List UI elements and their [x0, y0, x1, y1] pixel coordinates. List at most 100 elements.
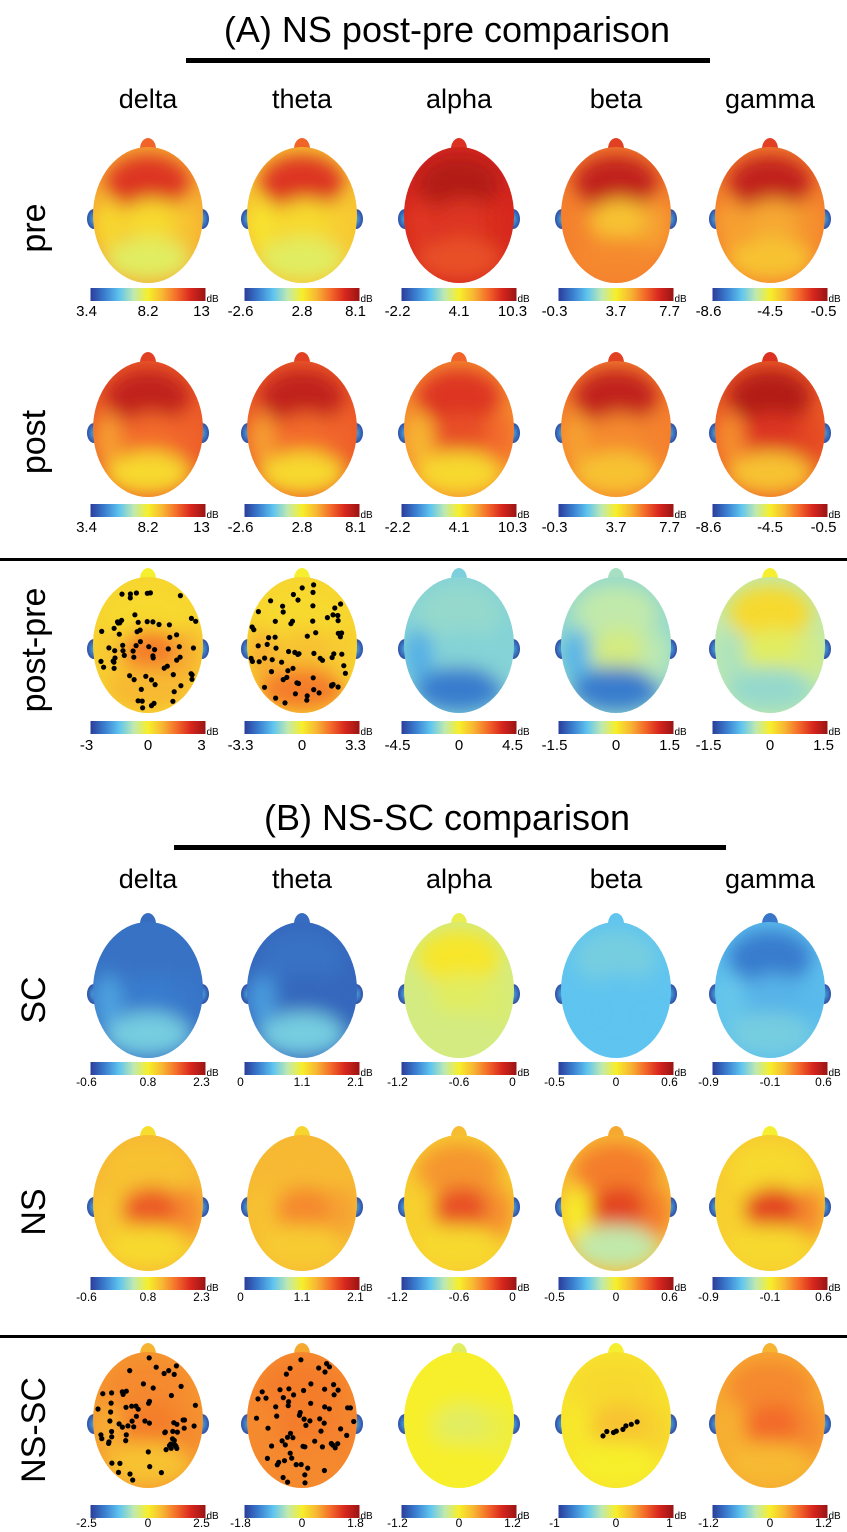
colorbar: dB -1.5 0 1.5 [696, 721, 841, 754]
colorbar-unit: dB [675, 1283, 688, 1294]
topomap-sc-gamma [709, 913, 831, 1058]
electrode-dot [173, 1443, 179, 1449]
right-temporal-region [485, 629, 513, 681]
central-region [590, 413, 650, 457]
colorbar-unit: dB [829, 294, 842, 305]
colorbar-max-tick: 1.2 [504, 1516, 521, 1530]
scalp-field [404, 922, 514, 1058]
colorbar-unit: dB [518, 294, 531, 305]
electrode-dot [628, 1421, 634, 1427]
electrode-dot [286, 1386, 292, 1392]
scalp-blobs [716, 369, 824, 495]
electrode-dot [331, 1392, 337, 1398]
right-temporal-region [485, 1404, 513, 1456]
posterior-region [572, 667, 660, 711]
frontal-region [728, 1143, 812, 1199]
colorbar-gradient [244, 288, 360, 301]
frontal-region [106, 155, 190, 211]
colorbar-min-tick: -3.3 [228, 737, 254, 754]
frontal-region [106, 930, 190, 986]
colorbar: dB -0.6 0.8 2.3 [76, 1062, 219, 1089]
band-label-beta: beta [590, 864, 644, 894]
colorbar-unit: dB [829, 1511, 842, 1522]
colorbar-gradient [90, 1505, 206, 1518]
electrode-dot [299, 585, 305, 591]
topomap-ns-beta [555, 1126, 677, 1271]
electrode-dot [193, 618, 199, 624]
colorbar-gradient [558, 1505, 674, 1518]
topomap-ns-alpha [398, 1126, 520, 1271]
colorbar-mid-tick: 0 [456, 1516, 463, 1530]
electrode-dot [285, 668, 291, 674]
central-region [433, 629, 493, 673]
colorbar: dB -0.3 3.7 7.7 [542, 504, 687, 536]
band-label-gamma: gamma [725, 864, 816, 894]
right-temporal-region [174, 629, 202, 681]
scalp-blobs [716, 1143, 824, 1269]
scalp-field [93, 922, 203, 1058]
electrode-dot [109, 1428, 115, 1435]
frontal-region [728, 155, 812, 211]
colorbar: dB -0.9 -0.1 0.6 [698, 1062, 841, 1089]
scalp-field [561, 922, 671, 1058]
colorbar-unit: dB [829, 1283, 842, 1294]
central-region [744, 413, 804, 457]
electrode-dot [261, 684, 268, 690]
colorbar-mid-tick: 2.8 [292, 303, 313, 320]
electrode-dot [112, 655, 118, 661]
electrode-dot [287, 1450, 293, 1456]
electrode-dot [255, 643, 261, 649]
electrode-dot [163, 1447, 169, 1453]
topomap-post-pre-beta [555, 568, 677, 713]
colorbar-max-tick: 2.1 [347, 1075, 364, 1089]
colorbar-min-tick: -1.2 [387, 1075, 408, 1089]
colorbar-gradient [558, 721, 674, 734]
electrode-dot [171, 1420, 177, 1426]
electrode-dot [249, 624, 255, 630]
electrode-dot [123, 1388, 129, 1394]
scalp-blobs [248, 1143, 356, 1269]
scalp-blobs [248, 369, 356, 495]
colorbar-gradient [712, 1062, 828, 1075]
colorbar-min-tick: -0.9 [698, 1290, 719, 1304]
electrode-dot [150, 653, 156, 659]
posterior-region [572, 1012, 660, 1056]
colorbar-min-tick: -4.5 [385, 737, 411, 754]
electrode-dot [290, 665, 296, 671]
electrode-dot [148, 677, 155, 683]
colorbar-min-tick: -2.6 [228, 519, 254, 536]
electrode-dot [255, 609, 261, 615]
scalp-field [247, 1135, 357, 1271]
posterior-region [258, 1225, 346, 1269]
electrode-dot [137, 639, 143, 645]
electrode-dot [331, 651, 337, 657]
electrode-dot [282, 1442, 288, 1448]
central-region [590, 199, 650, 243]
electrode-dot [147, 1464, 153, 1470]
electrode-dot [165, 646, 171, 652]
colorbar-mid-tick: 0 [613, 1290, 620, 1304]
colorbar-unit: dB [207, 1068, 220, 1079]
colorbar-max-tick: 13 [193, 519, 210, 536]
colorbar-min-tick: -8.6 [696, 519, 722, 536]
colorbar-unit: dB [518, 510, 531, 521]
electrode-dot [351, 1418, 357, 1425]
colorbar-mid-tick: 4.1 [449, 519, 470, 536]
electrode-dot [347, 1405, 353, 1411]
right-temporal-region [796, 974, 824, 1026]
posterior-region [415, 451, 503, 495]
electrode-dot [341, 663, 347, 669]
scalp-blobs [94, 585, 202, 711]
colorbar-mid-tick: 0.8 [140, 1290, 157, 1304]
electrode-dot [146, 644, 152, 650]
left-temporal-region [94, 974, 122, 1026]
electrode-dot [188, 615, 194, 622]
electrode-dot [322, 1369, 328, 1375]
electrode-dot [152, 647, 158, 653]
electrode-dot [308, 1381, 314, 1387]
electrode-dot [302, 1480, 308, 1486]
electrode-dot [273, 1404, 279, 1410]
right-temporal-region [485, 199, 513, 251]
band-label-alpha: alpha [426, 864, 493, 894]
